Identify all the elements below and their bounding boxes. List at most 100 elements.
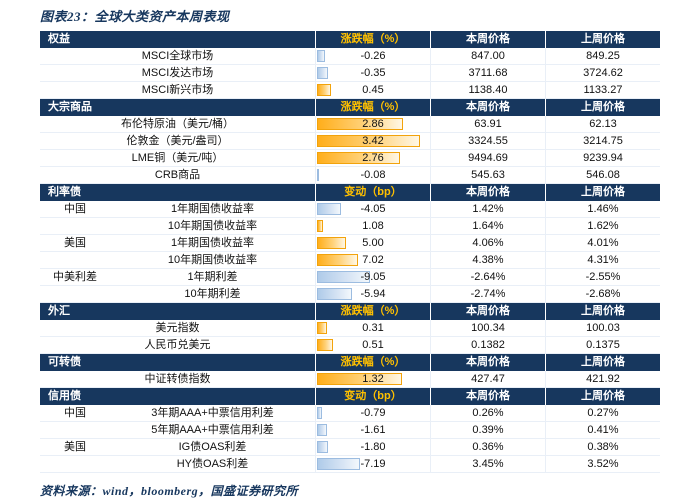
change-cell-text: 5.00 [362, 237, 384, 249]
this-week-header-text: 本周价格 [466, 390, 510, 402]
change-cell-text: -0.26 [360, 50, 386, 62]
source-note: 资料来源：wind，bloomberg，国盛证券研究所 [40, 484, 299, 498]
section-header-row: 外汇 涨跌幅（%） 本周价格 上周价格 [40, 303, 660, 320]
last-week-cell: 0.27% [545, 405, 660, 421]
change-cell-text: 7.02 [362, 254, 384, 266]
change-header: 涨跌幅（%） [315, 303, 430, 320]
last-week-cell-text: 4.31% [587, 254, 619, 266]
section-label-text: 信用债 [48, 390, 81, 402]
asset-name-cell-text: MSCI全球市场 [141, 50, 214, 62]
last-week-cell-text: 0.27% [587, 407, 619, 419]
last-week-header: 上周价格 [545, 303, 660, 320]
last-week-cell: 3214.75 [545, 133, 660, 149]
this-week-cell-text: 9494.69 [468, 152, 508, 164]
this-week-cell-text: 0.36% [472, 441, 504, 453]
this-week-cell-text: 1.64% [472, 220, 504, 232]
last-week-cell: 4.01% [545, 235, 660, 251]
change-cell: 1.32 [315, 371, 430, 387]
change-header: 涨跌幅（%） [315, 354, 430, 371]
asset-table: 权益 涨跌幅（%） 本周价格 上周价格 MSCI全球市场 -0.26 847.00 849.2… [40, 31, 660, 473]
asset-name-cell: 10年期利差 [110, 286, 315, 302]
table-row: 10年期国债收益率 1.08 1.64% 1.62% [40, 218, 660, 235]
last-week-cell: 1133.27 [545, 82, 660, 98]
category-cell [40, 218, 110, 234]
this-week-cell-text: 545.63 [471, 169, 505, 181]
last-week-cell-text: 100.03 [586, 322, 620, 334]
asset-name-cell-text: LME铜（美元/吨） [131, 152, 224, 164]
table-row: 人民币兑美元 0.51 0.1382 0.1375 [40, 337, 660, 354]
last-week-cell-text: 1133.27 [583, 84, 623, 96]
section-label-text: 外汇 [48, 305, 70, 317]
section-label: 信用债 [40, 388, 315, 405]
last-week-header-text: 上周价格 [581, 390, 625, 402]
category-cell-text: 中国 [64, 203, 86, 215]
this-week-cell-text: -2.74% [470, 288, 506, 300]
asset-name-cell-text: 布伦特原油（美元/桶） [120, 118, 235, 130]
asset-name-cell: 5年期AAA+中票信用利差 [110, 422, 315, 438]
table-row: 10年期利差 -5.94 -2.74% -2.68% [40, 286, 660, 303]
last-week-cell: 0.1375 [545, 337, 660, 353]
table-row: 美国 IG债OAS利差 -1.80 0.36% 0.38% [40, 439, 660, 456]
asset-name-cell-text: IG债OAS利差 [178, 441, 247, 453]
last-week-header: 上周价格 [545, 31, 660, 48]
asset-name-cell-text: 人民币兑美元 [144, 339, 211, 351]
this-week-cell-text: 4.38% [472, 254, 504, 266]
category-cell: 中美利差 [40, 269, 110, 285]
change-cell: 3.42 [315, 133, 430, 149]
table-row: 美元指数 0.31 100.34 100.03 [40, 320, 660, 337]
last-week-header-text: 上周价格 [581, 33, 625, 45]
asset-name-cell: CRB商品 [40, 167, 315, 183]
change-cell-text: -0.79 [360, 407, 386, 419]
change-cell: 2.86 [315, 116, 430, 132]
change-cell-text: 2.76 [362, 152, 384, 164]
this-week-cell-text: -2.64% [470, 271, 506, 283]
table-row: HY债OAS利差 -7.19 3.45% 3.52% [40, 456, 660, 473]
this-week-cell-text: 3.45% [472, 458, 504, 470]
this-week-cell: 0.26% [430, 405, 545, 421]
change-bar [317, 339, 333, 351]
last-week-cell: 1.46% [545, 201, 660, 217]
change-cell: 5.00 [315, 235, 430, 251]
asset-name-cell-text: 1年期利差 [187, 271, 238, 283]
last-week-cell-text: 421.92 [586, 373, 620, 385]
table-row: 布伦特原油（美元/桶） 2.86 63.91 62.13 [40, 116, 660, 133]
this-week-header-text: 本周价格 [466, 33, 510, 45]
table-row: 美国 1年期国债收益率 5.00 4.06% 4.01% [40, 235, 660, 252]
this-week-cell: 847.00 [430, 48, 545, 64]
change-bar [317, 203, 341, 215]
last-week-cell: 421.92 [545, 371, 660, 387]
category-cell: 中国 [40, 405, 110, 421]
change-cell: -0.08 [315, 167, 430, 183]
last-week-cell-text: 1.46% [587, 203, 619, 215]
this-week-header-text: 本周价格 [466, 101, 510, 113]
asset-name-cell: 伦敦金（美元/盎司） [40, 133, 315, 149]
asset-name-cell-text: 10年期利差 [184, 288, 241, 300]
asset-name-cell: MSCI全球市场 [40, 48, 315, 64]
last-week-header-text: 上周价格 [581, 305, 625, 317]
table-row: 中证转债指数 1.32 427.47 421.92 [40, 371, 660, 388]
last-week-cell-text: 1.62% [587, 220, 619, 232]
last-week-cell: -2.68% [545, 286, 660, 302]
change-cell-text: -0.35 [360, 67, 386, 79]
table-row: CRB商品 -0.08 545.63 546.08 [40, 167, 660, 184]
last-week-cell-text: 3.52% [587, 458, 619, 470]
this-week-cell-text: 63.91 [474, 118, 502, 130]
section-label: 权益 [40, 31, 315, 48]
this-week-cell: 3711.68 [430, 65, 545, 81]
change-cell: -9.05 [315, 269, 430, 285]
last-week-header: 上周价格 [545, 388, 660, 405]
change-bar [317, 288, 352, 300]
this-week-cell: 63.91 [430, 116, 545, 132]
change-cell-text: 3.42 [362, 135, 384, 147]
last-week-cell-text: -2.68% [585, 288, 621, 300]
change-cell-text: -9.05 [360, 271, 386, 283]
last-week-cell-text: 4.01% [587, 237, 619, 249]
this-week-cell: 0.1382 [430, 337, 545, 353]
this-week-cell-text: 1138.40 [468, 84, 508, 96]
asset-name-cell: 中证转债指数 [40, 371, 315, 387]
asset-name-cell: MSCI发达市场 [40, 65, 315, 81]
asset-name-cell: 1年期国债收益率 [110, 201, 315, 217]
last-week-cell: 9239.94 [545, 150, 660, 166]
change-header-text: 涨跌幅（%） [340, 33, 406, 45]
change-bar [317, 135, 420, 147]
